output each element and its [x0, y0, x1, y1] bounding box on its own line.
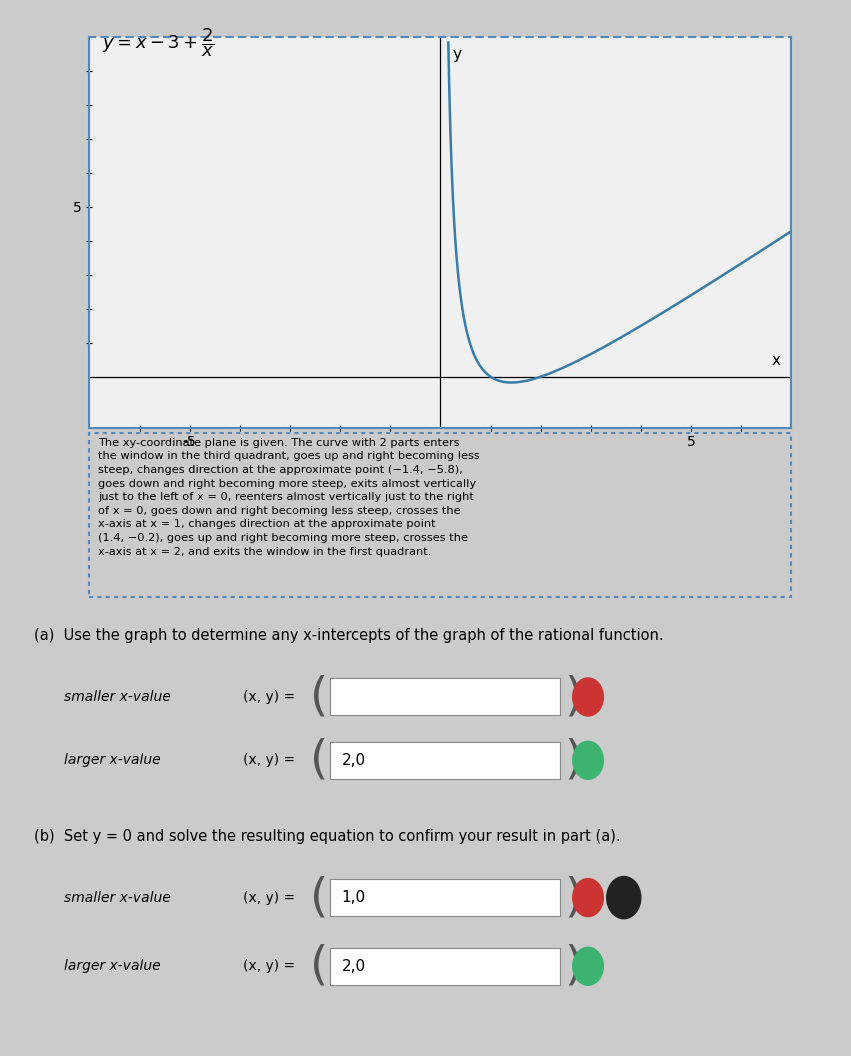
Text: ✓: ✓ — [582, 753, 594, 768]
Text: ✓: ✓ — [582, 959, 594, 974]
Text: (x, y) =: (x, y) = — [243, 753, 294, 768]
Text: y: y — [453, 48, 462, 62]
Text: larger x-value: larger x-value — [64, 753, 161, 768]
Text: smaller x-value: smaller x-value — [64, 690, 170, 704]
Text: (: ( — [310, 944, 328, 988]
Text: (x, y) =: (x, y) = — [243, 890, 294, 905]
Text: (: ( — [310, 738, 328, 782]
Text: ): ) — [564, 875, 583, 920]
Text: ✕: ✕ — [583, 891, 593, 904]
Text: ): ) — [564, 738, 583, 782]
Text: (: ( — [310, 875, 328, 920]
Text: (a)  Use the graph to determine any x-intercepts of the graph of the rational fu: (a) Use the graph to determine any x-int… — [34, 628, 664, 643]
Text: (: ( — [310, 675, 328, 719]
Text: ): ) — [564, 944, 583, 988]
Text: larger x-value: larger x-value — [64, 959, 161, 974]
Text: x: x — [772, 353, 781, 369]
Text: smaller x-value: smaller x-value — [64, 890, 170, 905]
Text: (b)  Set y = 0 and solve the resulting equation to confirm your result in part (: (b) Set y = 0 and solve the resulting eq… — [34, 829, 620, 844]
Text: ✕: ✕ — [583, 691, 593, 703]
Text: (x, y) =: (x, y) = — [243, 690, 294, 704]
Text: (x, y) =: (x, y) = — [243, 959, 294, 974]
Text: 2,0: 2,0 — [341, 753, 366, 768]
Text: ): ) — [564, 675, 583, 719]
Text: 1,0: 1,0 — [341, 890, 366, 905]
Text: The xy-coordinate plane is given. The curve with 2 parts enters
the window in th: The xy-coordinate plane is given. The cu… — [98, 438, 479, 557]
Text: 2,0: 2,0 — [341, 959, 366, 974]
Text: $y = x-3+\dfrac{2}{x}$: $y = x-3+\dfrac{2}{x}$ — [102, 26, 215, 59]
Text: !: ! — [620, 890, 627, 905]
